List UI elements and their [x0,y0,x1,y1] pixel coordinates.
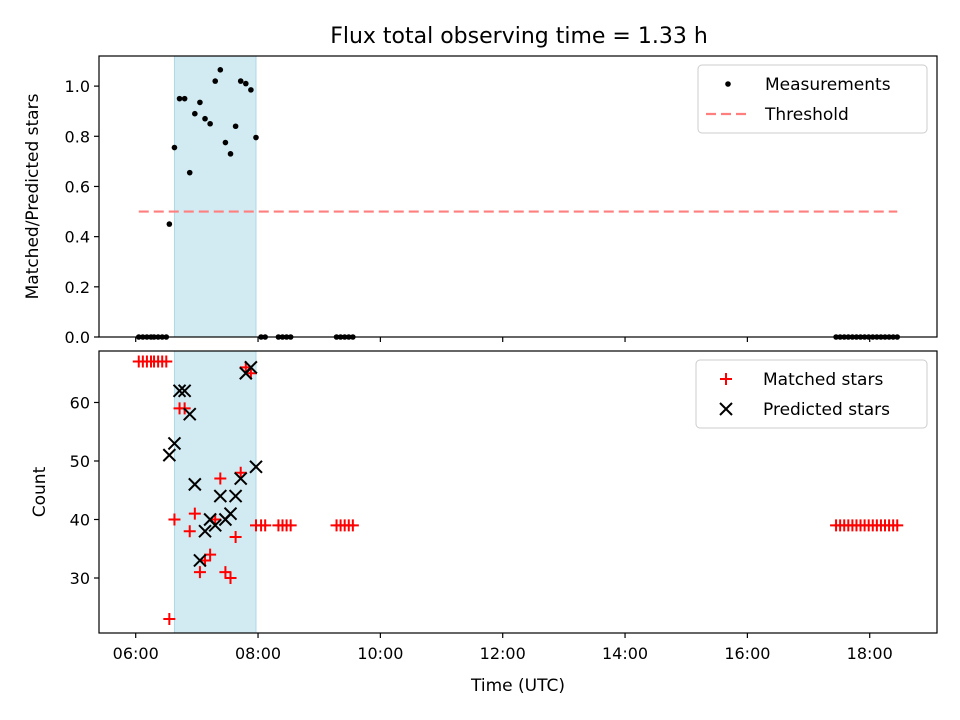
legend-marker-matched [720,373,732,385]
predicted-star-marker [223,506,238,521]
legend-label: Threshold [764,105,849,125]
x-tick-label: 18:00 [847,644,893,663]
measurement-point [186,169,193,176]
measurement-point [217,66,224,73]
matched-star-marker [234,466,247,479]
predicted-star-marker [177,384,192,398]
predicted-star-marker [233,471,248,486]
matched-star-marker [219,566,232,579]
predicted-star-marker [208,518,222,533]
legend-label: Matched stars [763,370,883,390]
x-tick-label: 10:00 [357,644,403,663]
x-axis-label: Time (UTC) [470,676,565,696]
y-tick-label: 50 [70,452,90,471]
measurement-point [181,95,188,102]
x-tick-label: 08:00 [235,644,281,663]
measurement-point [176,95,183,102]
matched-star-marker [229,531,242,544]
legend-box [697,64,928,134]
plot-frame [98,350,938,634]
x-tick-label: 06:00 [113,644,159,663]
matched-star-marker [183,525,196,538]
predicted-star-marker [167,436,182,451]
matched-star-marker [224,572,237,585]
x-tick-label: 12:00 [480,644,526,663]
legend-label: Predicted stars [763,400,890,420]
matched-star-marker [214,472,227,485]
chart-title: Flux total observing time = 1.33 h [330,24,708,49]
predicted-star-marker [188,477,202,492]
legend-marker-measurements [725,81,731,87]
y-tick-label: 60 [70,393,90,412]
predicted-star-marker [244,360,258,375]
highlight-span [173,55,257,338]
y-tick-label: 0.4 [65,228,90,247]
y-tick-label: 40 [70,510,90,529]
predicted-star-marker [162,448,177,462]
measurement-point [207,120,213,127]
ratio-panel: 0.0 0.2 0.4 0.6 0.8 1.0 Matched/Predicted star… [23,55,938,347]
measurement-point [166,221,173,227]
legend-label: Measurements [765,75,891,95]
predicted-star-marker [228,489,243,503]
measurement-point [212,78,219,84]
predicted-star-marker [213,489,228,503]
predicted-star-marker [193,553,207,568]
y-axis-label: Matched/Predicted stars [23,93,43,299]
legend: Measurements Threshold [697,64,928,134]
measurement-point [248,87,254,93]
matched-star-marker [204,548,217,561]
matched-star-marker [168,513,181,526]
count-panel: 30 40 50 60 06:00 08:00 10:00 12:00 14:00 16:00 18… [30,350,938,696]
y-tick-label: 1.0 [65,77,90,96]
measurement-point [243,80,249,87]
y-tick-label: 0.2 [65,278,90,297]
measurement-point [237,78,244,84]
y-tick-label: 0.6 [65,177,90,196]
matched-star-marker [193,566,206,579]
measurement-point [253,134,259,141]
measurement-point [171,144,178,151]
matched-star-marker [163,612,176,625]
measurement-point [232,123,239,130]
x-tick-label: 14:00 [602,644,648,663]
y-tick-label: 0.8 [65,127,90,146]
measurement-point [222,139,229,146]
y-tick-label: 0.0 [65,328,90,347]
x-tick-label: 16:00 [724,644,770,663]
plot-frame [98,55,938,338]
y-tick-label: 30 [70,569,90,588]
legend-box [695,359,928,429]
matched-star-marker [346,519,359,532]
matched-star-marker [891,519,904,532]
measurement-point [192,110,198,117]
matched-star-marker [188,507,201,520]
measurement-point [227,151,234,157]
predicted-star-marker [249,460,263,474]
measurement-point [202,115,208,122]
matched-star-marker [284,519,297,532]
predicted-star-marker [183,407,197,421]
legend: Matched stars Predicted stars [695,359,928,429]
y-axis-label: Count [30,466,50,517]
matched-star-marker [160,355,173,368]
matched-star-marker [259,519,272,532]
measurement-point [197,99,203,106]
predicted-star-marker [198,524,212,538]
legend-marker-predicted [719,402,733,416]
predicted-star-marker [172,384,187,398]
